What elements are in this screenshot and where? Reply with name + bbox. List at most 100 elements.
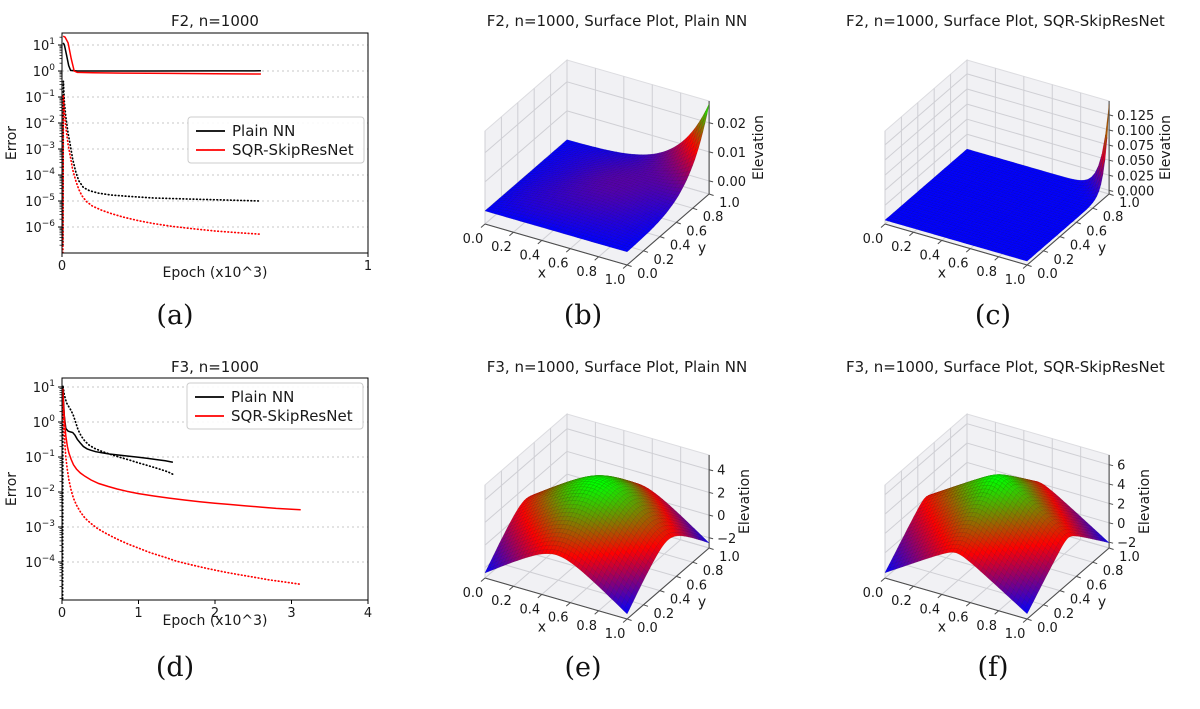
caption-f: (f)	[977, 652, 1009, 683]
svg-text:0.4: 0.4	[1070, 239, 1091, 254]
svg-text:1: 1	[134, 606, 142, 621]
svg-text:x: x	[938, 265, 946, 281]
chart-f-title: F3, n=1000, Surface Plot, SQR-SkipResNet	[846, 358, 1165, 376]
svg-text:0.8: 0.8	[976, 265, 997, 280]
svg-text:10−4: 10−4	[25, 167, 55, 184]
series-plain-nn-solid	[62, 385, 174, 463]
svg-text:0.075: 0.075	[1117, 139, 1154, 154]
plot-frame	[61, 32, 369, 254]
svg-text:0.8: 0.8	[1103, 210, 1124, 225]
chart-a-title: F2, n=1000	[171, 12, 259, 30]
surface-mesh	[884, 474, 1110, 614]
svg-text:0.0: 0.0	[637, 267, 658, 282]
chart-b-title: F2, n=1000, Surface Plot, Plain NN	[486, 12, 748, 30]
svg-text:0.100: 0.100	[1117, 124, 1154, 139]
tick-labels: 0.00.20.40.60.81.0x 0.00.20.40.60.81.0y−2…	[463, 464, 753, 642]
svg-text:1.0: 1.0	[719, 196, 740, 211]
svg-text:4: 4	[364, 606, 372, 621]
svg-text:1.0: 1.0	[1119, 196, 1140, 211]
svg-text:0.2: 0.2	[1054, 253, 1075, 268]
caption-a: (a)	[156, 300, 194, 331]
svg-text:0.0: 0.0	[863, 232, 884, 247]
chart-a-yaxis-label: Error	[4, 125, 20, 161]
elevation-axis-label: Elevation	[737, 469, 753, 534]
caption-e: (e)	[564, 652, 602, 683]
surface-mesh	[484, 475, 710, 615]
svg-text:0.02: 0.02	[717, 117, 746, 132]
chart-d-yaxis-label: Error	[4, 471, 20, 507]
svg-text:0.2: 0.2	[491, 240, 512, 255]
svg-text:101: 101	[33, 37, 55, 54]
caption-d: (d)	[155, 652, 195, 683]
svg-text:0.00: 0.00	[717, 175, 746, 190]
svg-text:0.6: 0.6	[686, 224, 707, 239]
svg-text:0: 0	[58, 606, 66, 621]
series-plain-nn-dotted	[62, 81, 262, 247]
tick-labels: 0.00.20.40.60.81.0x 0.00.20.40.60.81.0y−2…	[863, 459, 1153, 642]
svg-text:100: 100	[33, 63, 56, 80]
svg-text:1: 1	[364, 259, 372, 274]
series-sqr-skipresnet-solid	[62, 388, 301, 511]
chart-d-xaxis-label: Epoch (x10^3)	[162, 613, 268, 629]
svg-text:SQR-SkipResNet: SQR-SkipResNet	[232, 141, 354, 159]
series-group	[62, 385, 302, 600]
series-sqr-skipresnet-dotted	[62, 94, 262, 253]
elevation-axis-label: Elevation	[1137, 469, 1153, 534]
svg-text:Plain NN: Plain NN	[231, 388, 294, 406]
elevation-axis-label: Elevation	[1158, 115, 1174, 180]
svg-text:10−2: 10−2	[25, 484, 55, 501]
tick-labels: 0.00.20.40.60.81.0x 0.00.20.40.60.81.0y0.…	[863, 109, 1174, 288]
svg-text:10−3: 10−3	[25, 141, 55, 158]
chart-e-canvas: 0.00.20.40.60.81.0x 0.00.20.40.60.81.0y−2…	[463, 412, 753, 642]
svg-text:0.8: 0.8	[576, 265, 597, 280]
svg-text:x: x	[538, 265, 546, 281]
svg-text:1.0: 1.0	[1005, 273, 1026, 288]
chart-c-title: F2, n=1000, Surface Plot, SQR-SkipResNet	[846, 12, 1165, 30]
svg-text:0: 0	[58, 259, 66, 274]
svg-text:0.6: 0.6	[548, 257, 569, 272]
svg-text:0.0: 0.0	[1037, 267, 1058, 282]
svg-text:10−6: 10−6	[25, 219, 55, 236]
svg-text:0.6: 0.6	[1086, 224, 1107, 239]
caption-b: (b)	[563, 300, 603, 331]
svg-text:y: y	[1098, 241, 1106, 257]
series-sqr-skipresnet-solid	[62, 35, 261, 75]
chart-e-title: F3, n=1000, Surface Plot, Plain NN	[486, 358, 748, 376]
svg-text:0.000: 0.000	[1117, 184, 1154, 199]
tick-labels: 0.00.20.40.60.81.0x 0.00.20.40.60.81.0y0.…	[463, 115, 767, 288]
series-plain-nn-dotted	[62, 385, 174, 600]
svg-text:10−4: 10−4	[25, 554, 55, 571]
svg-text:0.2: 0.2	[891, 240, 912, 255]
svg-text:10−1: 10−1	[25, 89, 55, 106]
svg-text:100: 100	[33, 414, 56, 431]
svg-text:0.125: 0.125	[1117, 109, 1154, 124]
svg-text:0.4: 0.4	[919, 248, 940, 263]
chart-d-canvas: 101 100 10−1 10−2 10−3 10−4 0 1 2 3 4 Plain NNSQR-S…	[25, 377, 372, 621]
axis-lines	[484, 455, 710, 620]
svg-text:0.050: 0.050	[1117, 154, 1154, 169]
chart-c-canvas: 0.00.20.40.60.81.0x 0.00.20.40.60.81.0y0.…	[863, 58, 1174, 288]
caption-c: (c)	[974, 300, 1012, 331]
svg-text:0.4: 0.4	[519, 248, 540, 263]
axis-lines	[484, 101, 710, 266]
svg-text:0.0: 0.0	[463, 232, 484, 247]
svg-text:10−5: 10−5	[25, 193, 55, 210]
chart-f-canvas: 0.00.20.40.60.81.0x 0.00.20.40.60.81.0y−2…	[863, 412, 1153, 642]
svg-text:0.01: 0.01	[717, 146, 746, 161]
series-sqr-skipresnet-dotted	[62, 393, 302, 586]
svg-text:0.2: 0.2	[654, 253, 675, 268]
svg-text:10−3: 10−3	[25, 519, 55, 536]
chart-a-canvas: 101 100 10−1 10−2 10−3 10−4 10−5 10−6 0 1 Plain NN…	[25, 32, 372, 274]
chart-b-canvas: 0.00.20.40.60.81.0x 0.00.20.40.60.81.0y0.…	[463, 58, 767, 288]
series-plain-nn-solid	[62, 42, 261, 72]
svg-text:0.6: 0.6	[948, 257, 969, 272]
svg-text:101: 101	[33, 379, 55, 396]
svg-text:2: 2	[211, 606, 219, 621]
svg-text:3: 3	[287, 606, 295, 621]
surface-mesh	[884, 104, 1110, 262]
svg-text:1.0: 1.0	[605, 273, 626, 288]
svg-text:0.025: 0.025	[1117, 169, 1154, 184]
